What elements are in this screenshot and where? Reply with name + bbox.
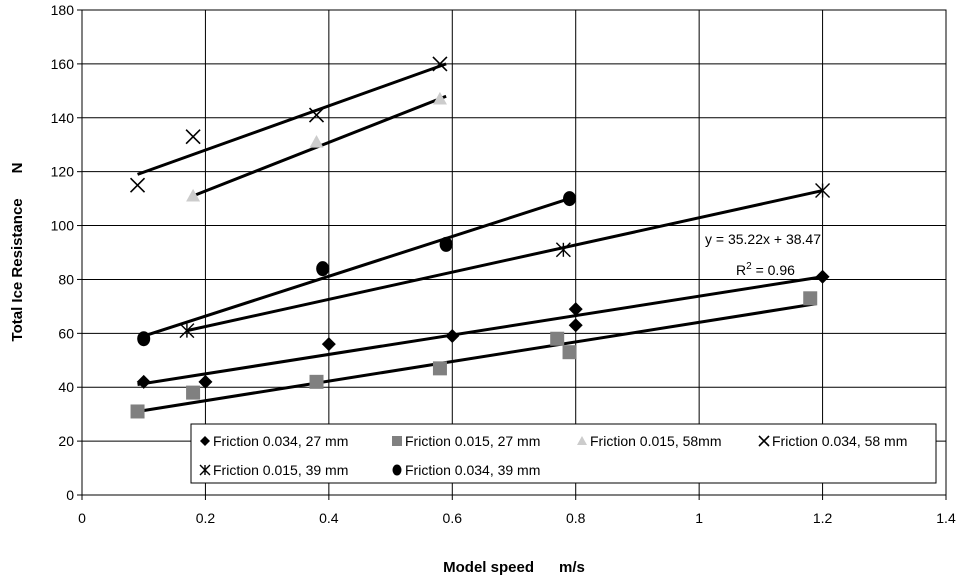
legend-item: Friction 0.015, 39 mm xyxy=(199,462,348,478)
data-point-x xyxy=(432,56,448,72)
legend-label: Friction 0.015, 58mm xyxy=(590,433,722,449)
r-superscript: 2 xyxy=(746,261,752,272)
legend-item: Friction 0.034, 58 mm xyxy=(758,433,907,449)
legend-label: Friction 0.034, 27 mm xyxy=(213,433,348,449)
x-tick-label: 0.8 xyxy=(566,510,586,526)
data-point-star xyxy=(815,183,831,199)
data-point-square xyxy=(130,404,145,419)
trendline xyxy=(186,189,823,333)
data-point-diamond xyxy=(198,374,213,389)
data-point-x xyxy=(129,177,146,193)
data-point-circle xyxy=(316,261,330,277)
legend-item: Friction 0.015, 58mm xyxy=(577,433,722,449)
data-point-triangle xyxy=(309,135,324,148)
y-axis-title: Total Ice Resistance N xyxy=(9,163,26,342)
legend-item: Friction 0.034, 27 mm xyxy=(200,433,348,449)
trendline xyxy=(143,197,571,338)
data-point-triangle xyxy=(432,91,447,105)
x-tick-label: 1.4 xyxy=(936,510,956,526)
y-tick-label: 180 xyxy=(51,2,75,18)
r-label: R xyxy=(736,262,746,278)
data-point-diamond xyxy=(136,374,151,389)
x-tick-label: 0 xyxy=(78,510,86,526)
x-tick-label: 0.2 xyxy=(196,510,216,526)
data-point-x xyxy=(185,129,201,145)
data-point-diamond xyxy=(200,436,210,446)
data-point-diamond xyxy=(321,337,336,352)
legend-label: Friction 0.034, 39 mm xyxy=(405,462,540,478)
y-tick-label: 120 xyxy=(51,164,75,180)
y-tick-label: 160 xyxy=(51,56,75,72)
legend-label: Friction 0.034, 58 mm xyxy=(772,433,907,449)
r-value: = 0.96 xyxy=(752,262,795,278)
y-tick-label: 20 xyxy=(58,433,74,449)
y-tick-label: 0 xyxy=(66,487,74,503)
data-point-circle xyxy=(392,464,402,476)
data-point-circle xyxy=(439,236,453,252)
x-axis-ticks: 0 0.2 0.4 0.6 0.8 1 1.2 1.4 xyxy=(78,495,956,526)
data-point-square xyxy=(186,385,201,400)
trend-equation: y = 35.22x + 38.47 xyxy=(705,231,821,247)
data-point-square xyxy=(309,374,324,389)
y-axis-ticks: 0 20 40 60 80 100 120 140 160 180 xyxy=(51,2,82,503)
legend-box xyxy=(190,423,937,484)
legend: Friction 0.034, 27 mm Friction 0.015, 27 … xyxy=(190,423,937,484)
y-tick-label: 60 xyxy=(58,325,74,341)
data-point-diamond xyxy=(568,302,583,317)
data-point-triangle xyxy=(186,188,201,202)
data-point-square xyxy=(550,331,565,346)
data-point-square xyxy=(392,436,402,446)
data-point-square xyxy=(562,345,577,360)
grid-lines xyxy=(81,9,947,496)
data-point-star xyxy=(179,323,195,339)
trendline xyxy=(137,302,817,413)
y-tick-label: 40 xyxy=(58,379,74,395)
trendlines xyxy=(137,62,823,413)
legend-label: Friction 0.015, 39 mm xyxy=(213,462,348,478)
plot-background xyxy=(81,9,947,496)
x-tick-label: 1.2 xyxy=(813,510,833,526)
x-tick-label: 0.6 xyxy=(443,510,463,526)
data-point-square xyxy=(432,361,447,376)
r-squared-label: R2 = 0.96 xyxy=(736,261,795,278)
data-point-circle xyxy=(563,191,577,207)
y-tick-label: 100 xyxy=(51,218,75,234)
trendline xyxy=(137,62,447,176)
y-tick-label: 140 xyxy=(51,110,75,126)
data-point-triangle xyxy=(577,436,587,445)
data-point-diamond xyxy=(815,269,830,284)
legend-item: Friction 0.034, 39 mm xyxy=(392,462,540,478)
data-point-circle xyxy=(137,331,151,347)
data-point-star xyxy=(199,464,211,476)
x-axis-title: Model speed m/s xyxy=(443,559,585,576)
legend-label: Friction 0.015, 27 mm xyxy=(405,433,540,449)
data-point-diamond xyxy=(568,318,583,333)
trendline xyxy=(137,275,823,387)
y-tick-label: 80 xyxy=(58,271,74,287)
data-point-star xyxy=(555,242,571,258)
legend-item: Friction 0.015, 27 mm xyxy=(392,433,540,449)
data-point-x xyxy=(308,107,325,123)
data-point-square xyxy=(803,291,818,306)
data-markers xyxy=(129,56,831,419)
data-point-x xyxy=(758,435,770,447)
x-tick-label: 0.4 xyxy=(319,510,339,526)
x-tick-label: 1 xyxy=(695,510,703,526)
data-point-diamond xyxy=(445,329,460,344)
